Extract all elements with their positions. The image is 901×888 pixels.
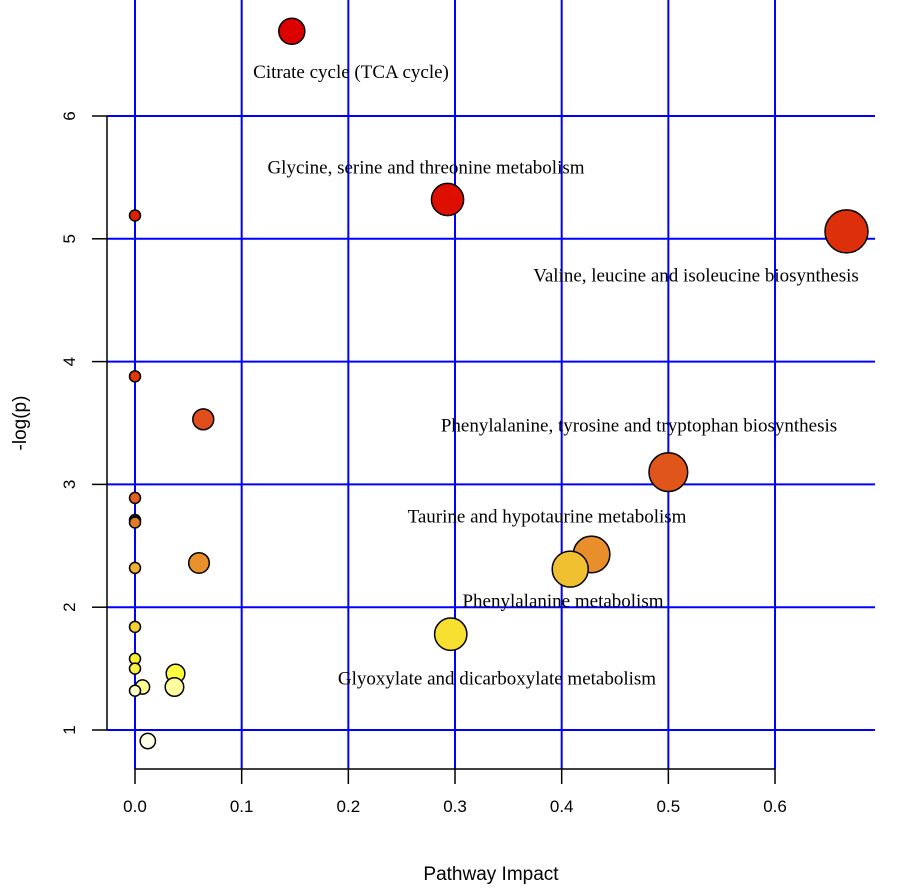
data-point (824, 209, 869, 254)
data-point (192, 408, 215, 431)
x-axis-label: Pathway Impact (423, 864, 559, 885)
y-tick-label: 1 (60, 725, 79, 734)
grid-lines (107, 0, 875, 769)
data-point (128, 684, 142, 697)
y-axis-label: -log(p) (10, 396, 31, 451)
data-point (648, 452, 689, 493)
data-point (139, 732, 157, 750)
point-label: Citrate cycle (TCA cycle) (253, 62, 449, 83)
x-tick-label: 0.2 (337, 797, 361, 816)
data-point (128, 209, 142, 222)
data-point (430, 182, 465, 217)
data-point (128, 561, 142, 575)
data-point (128, 620, 142, 634)
x-tick-label: 0.4 (550, 797, 574, 816)
axes: 0.0 0.1 0.2 0.3 0.4 0.5 0.6 1 2 3 4 5 6 (60, 111, 787, 816)
data-point (433, 617, 468, 652)
y-tick-label: 3 (60, 480, 79, 489)
data-point (278, 17, 306, 46)
point-label: Phenylalanine metabolism (462, 591, 663, 612)
point-labels: Citrate cycle (TCA cycle) Glycine, serine… (253, 62, 859, 690)
data-point (164, 677, 185, 698)
x-tick-label: 0.1 (230, 797, 254, 816)
data-point (551, 550, 589, 588)
points (128, 17, 869, 750)
data-point (128, 370, 142, 383)
x-tick-label: 0.5 (657, 797, 681, 816)
point-label: Glycine, serine and threonine metabolism (267, 158, 584, 179)
y-tick-label: 4 (60, 357, 79, 366)
data-point (128, 662, 142, 675)
data-point (187, 551, 211, 575)
x-tick-label: 0.6 (763, 797, 787, 816)
data-point (128, 491, 142, 505)
data-point (128, 516, 142, 529)
point-label: Glyoxylate and dicarboxylate metabolism (338, 668, 656, 689)
x-tick-label: 0.0 (123, 797, 147, 816)
point-label: Phenylalanine, tyrosine and tryptophan b… (441, 415, 837, 436)
x-tick-label: 0.3 (443, 797, 467, 816)
point-label: Valine, leucine and isoleucine biosynthe… (533, 266, 859, 287)
y-tick-label: 5 (60, 234, 79, 243)
y-tick-label: 6 (60, 111, 79, 120)
point-label: Taurine and hypotaurine metabolism (408, 506, 687, 527)
y-tick-label: 2 (60, 602, 79, 611)
